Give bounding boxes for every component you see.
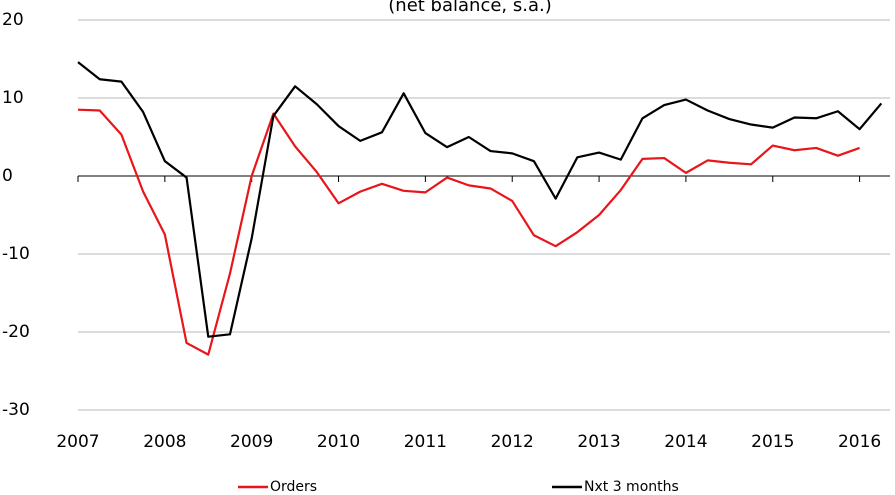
x-tick-label: 2014 [664,432,707,452]
y-tick-label: 10 [2,88,24,108]
y-tick-label: -20 [2,322,30,342]
x-tick-label: 2011 [404,432,447,452]
legend-label: Orders [270,479,317,495]
y-tick-label: -30 [2,400,30,420]
y-tick-label: -10 [2,244,30,264]
x-tick-label: 2010 [317,432,360,452]
chart-subtitle: (net balance, s.a.) [388,0,551,16]
x-tick-label: 2012 [491,432,534,452]
x-tick-label: 2008 [143,432,186,452]
x-tick-label: 2015 [751,432,794,452]
x-tick-label: 2013 [577,432,620,452]
series-line [77,61,883,338]
y-tick-label: 0 [2,166,13,186]
x-tick-label: 2007 [56,432,99,452]
y-tick-label: 20 [2,10,24,30]
series-line [77,108,860,356]
x-tick-label: 2016 [838,432,881,452]
legend-label: Nxt 3 months [584,479,679,495]
x-tick-label: 2009 [230,432,273,452]
